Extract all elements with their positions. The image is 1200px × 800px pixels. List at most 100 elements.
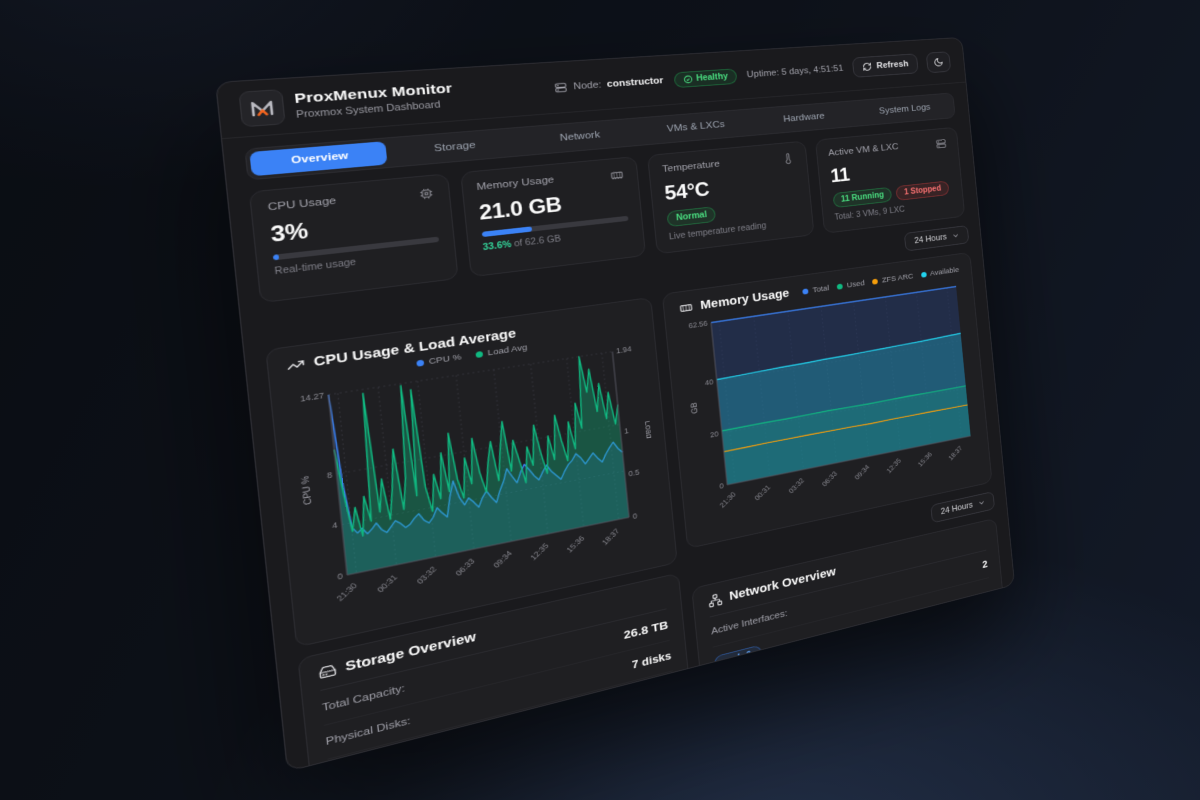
svg-text:12:35: 12:35 xyxy=(528,541,550,561)
svg-text:15:36: 15:36 xyxy=(564,534,586,554)
proxmenux-m-icon xyxy=(247,96,277,120)
legend-item-available: Available xyxy=(920,265,959,279)
memory-chart: 0 20 40 62.56 21:30 00:31 03:32 06:33 09:34 12:35… xyxy=(688,278,979,509)
refresh-icon xyxy=(862,62,872,72)
moon-icon xyxy=(933,57,944,67)
physical-disks-value: 7 disks xyxy=(631,649,672,672)
legend-dot xyxy=(920,271,927,278)
node-label: Node: xyxy=(573,79,602,92)
interface-chip[interactable]: vmbr0 xyxy=(713,644,763,673)
hard-drive-icon xyxy=(318,662,337,681)
legend-item-total: Total xyxy=(802,283,829,295)
temperature-status-badge: Normal xyxy=(666,206,717,228)
vm-stopped-badge: 1 Stopped xyxy=(895,180,950,201)
tab-network[interactable]: Network xyxy=(559,129,601,144)
network-icon xyxy=(708,592,723,608)
legend-dot xyxy=(836,283,844,290)
right-column: 24 Hours Memory Usage Total Use xyxy=(659,225,1010,744)
memory-card-title: Memory Usage xyxy=(476,174,555,193)
legend-dot xyxy=(872,278,879,285)
tab-storage[interactable]: Storage xyxy=(433,140,477,155)
tab-hardware[interactable]: Hardware xyxy=(782,111,826,125)
chevron-down-icon xyxy=(952,232,960,240)
health-badge: Healthy xyxy=(673,68,738,88)
network-overview-card: Network Overview Active Interfaces: 2 vm… xyxy=(691,517,1010,744)
app-logo xyxy=(238,89,286,128)
memory-icon xyxy=(609,168,624,182)
svg-text:CPU %: CPU % xyxy=(299,475,314,506)
uptime-text: Uptime: 5 days, 4:51:51 xyxy=(746,63,844,80)
cpu-usage-card: CPU Usage 3% Real-time usage xyxy=(248,173,459,304)
dashboard-panel: ProxMenux Monitor Proxmox System Dashboa… xyxy=(215,36,1015,773)
legend-item-zfs-arc: ZFS ARC xyxy=(872,272,914,286)
cpu-card-title: CPU Usage xyxy=(267,195,337,214)
active-interfaces-value: 2 xyxy=(981,558,989,571)
left-column: CPU Usage & Load Average CPU % Load Avg … xyxy=(262,266,695,773)
cpu-chart-card: CPU Usage & Load Average CPU % Load Avg … xyxy=(265,296,678,648)
svg-text:1.94: 1.94 xyxy=(616,344,632,355)
svg-text:14.27: 14.27 xyxy=(300,391,325,404)
active-vm-lxc-card: Active VM & LXC 11 11 Running 1 Stopped … xyxy=(814,126,966,234)
legend-dot xyxy=(802,287,809,295)
svg-text:03:32: 03:32 xyxy=(787,476,806,494)
server-stack-icon xyxy=(935,138,947,150)
cpu-progress-fill xyxy=(272,254,279,261)
svg-text:15:36: 15:36 xyxy=(916,450,933,468)
node-value: constructor xyxy=(606,75,664,90)
trending-up-icon xyxy=(286,356,306,373)
svg-text:18:37: 18:37 xyxy=(947,444,964,461)
legend-dot xyxy=(415,359,424,367)
time-range-select-top[interactable]: 24 Hours xyxy=(904,225,970,252)
header-status-bar: Node: constructor Healthy Uptime: 5 days… xyxy=(553,50,952,100)
svg-text:0: 0 xyxy=(337,571,343,581)
svg-text:12:35: 12:35 xyxy=(885,457,903,475)
svg-text:06:33: 06:33 xyxy=(820,470,838,488)
cpu-load-chart: 0 4 8 14.27 0 0.5 1 1.94 21:30 00:31 03:32 06:33 09:… xyxy=(299,344,654,602)
memory-progress-fill xyxy=(481,226,533,238)
temperature-card-title: Temperature xyxy=(661,159,721,175)
svg-text:09:34: 09:34 xyxy=(853,463,871,481)
svg-text:0.5: 0.5 xyxy=(628,468,640,478)
server-icon xyxy=(554,81,569,94)
legend-dot xyxy=(475,350,484,359)
time-range-select-bottom[interactable]: 24 Hours xyxy=(930,491,995,524)
svg-text:1: 1 xyxy=(624,426,629,435)
svg-text:62.56: 62.56 xyxy=(688,319,708,330)
svg-text:20: 20 xyxy=(710,430,719,440)
svg-text:06:33: 06:33 xyxy=(453,557,476,578)
check-circle-icon xyxy=(682,74,693,84)
cpu-icon xyxy=(417,186,434,201)
tab-overview[interactable]: Overview xyxy=(249,141,388,177)
memory-usage-card: Memory Usage 21.0 GB 33.6% of 62.6 GB xyxy=(459,156,647,278)
svg-text:00:31: 00:31 xyxy=(375,573,399,594)
legend-item-used: Used xyxy=(836,278,865,290)
svg-text:21:30: 21:30 xyxy=(334,581,359,602)
vm-running-badge: 11 Running xyxy=(832,186,893,209)
svg-text:18:37: 18:37 xyxy=(600,527,621,547)
memory-chart-card: Memory Usage Total Used ZFS ARC Availabl… xyxy=(661,251,993,549)
tab-system-logs[interactable]: System Logs xyxy=(878,102,931,117)
svg-text:0: 0 xyxy=(719,481,724,490)
vm-card-title: Active VM & LXC xyxy=(827,142,899,159)
refresh-button[interactable]: Refresh xyxy=(851,53,919,78)
content-grid: CPU Usage & Load Average CPU % Load Avg … xyxy=(262,225,1010,773)
svg-text:21:30: 21:30 xyxy=(718,490,738,509)
tab-vms-lxcs[interactable]: VMs & LXCs xyxy=(666,119,726,135)
svg-text:8: 8 xyxy=(327,470,333,480)
thermometer-icon xyxy=(781,152,795,165)
brand: ProxMenux Monitor Proxmox System Dashboa… xyxy=(238,78,454,128)
node-info: Node: constructor xyxy=(554,75,664,94)
svg-text:40: 40 xyxy=(705,378,714,387)
svg-text:0: 0 xyxy=(632,511,637,520)
svg-text:4: 4 xyxy=(332,521,338,531)
svg-text:00:31: 00:31 xyxy=(753,483,772,502)
svg-text:03:32: 03:32 xyxy=(415,565,439,586)
svg-text:GB: GB xyxy=(689,402,700,415)
svg-text:Load: Load xyxy=(642,420,654,439)
memory-icon xyxy=(678,300,694,315)
total-capacity-value: 26.8 TB xyxy=(623,618,669,642)
temperature-card: Temperature 54°C Normal Live temperature… xyxy=(647,140,815,255)
theme-toggle-button[interactable] xyxy=(925,50,952,73)
chevron-down-icon xyxy=(978,498,986,507)
